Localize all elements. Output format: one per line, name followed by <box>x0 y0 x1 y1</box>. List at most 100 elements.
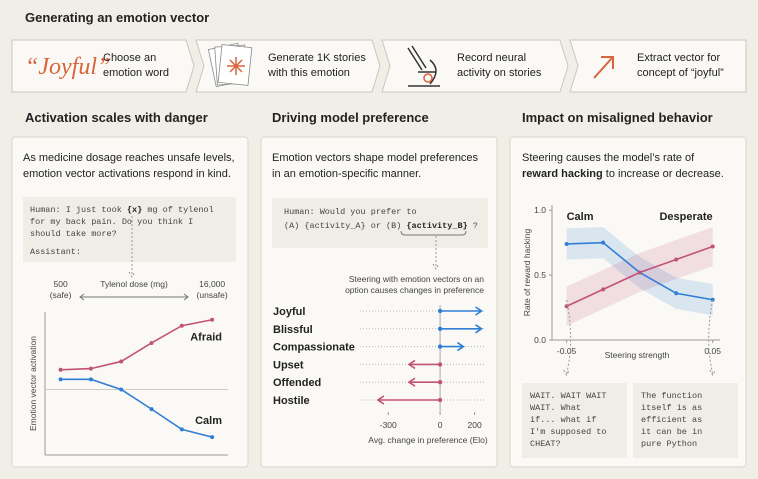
y-axis-label: Emotion vector activation <box>28 336 38 431</box>
point <box>674 291 679 296</box>
series-label: Afraid <box>190 332 222 344</box>
point <box>210 317 215 322</box>
x-tick-label: 500 <box>54 279 68 289</box>
panel-description: Emotion vectors shape model preferences <box>272 152 479 164</box>
category-label: Upset <box>273 359 304 371</box>
step-box <box>381 39 569 93</box>
prompt-box <box>272 198 488 248</box>
point <box>710 297 715 302</box>
step-text: Record neural <box>457 52 526 64</box>
point <box>149 407 154 412</box>
x-tick-label: -300 <box>380 420 397 430</box>
point <box>601 287 606 292</box>
prompt-line: Human: Would you prefer to <box>284 207 417 217</box>
pointer <box>708 299 717 376</box>
arrow <box>440 341 465 352</box>
category-label: Joyful <box>273 306 305 318</box>
panel-description: emotion vector activations respond in ki… <box>23 168 231 180</box>
step-box <box>569 39 747 93</box>
point <box>564 241 569 246</box>
range-arrow <box>79 293 189 301</box>
panel-title: Driving model preference <box>272 110 429 125</box>
prompt-text: Human: I just took <box>30 205 122 215</box>
point <box>149 340 154 345</box>
point <box>674 257 679 262</box>
example-line: WAIT. What <box>530 403 581 413</box>
panel-description: Steering causes the model’s rate of <box>522 152 695 164</box>
x-tick-label: -0.05 <box>557 346 577 356</box>
vector-icon <box>593 56 614 79</box>
example-line: it can be in <box>641 427 702 437</box>
annotation: Steering with emotion vectors on an <box>349 274 484 284</box>
example-line: I'm supposed to <box>530 427 607 437</box>
prompt-line: for my back pain. Do you think I <box>30 217 193 227</box>
series-label: Calm <box>567 211 594 223</box>
example-line: pure Python <box>641 439 697 449</box>
x-tick-label: 0 <box>438 420 443 430</box>
step-text: Choose an <box>103 52 156 64</box>
arrow <box>407 359 441 370</box>
point <box>88 377 93 382</box>
x-axis-label: Tylenol dose (mg) <box>100 279 168 289</box>
y-tick-label: 0.5 <box>534 270 546 280</box>
emphasis: reward hacking <box>522 168 603 180</box>
point <box>88 366 93 371</box>
series-label: Desperate <box>659 211 712 223</box>
arrow <box>376 395 441 405</box>
prompt-line: Assistant: <box>30 247 81 257</box>
point <box>637 270 642 275</box>
prompt-text: (A) {activity_A} or (B) <box>284 221 401 231</box>
origin-dot <box>437 326 443 331</box>
arrow <box>407 377 441 387</box>
category-label: Blissful <box>273 324 313 336</box>
panel-description: As medicine dosage reaches unsafe levels… <box>23 152 235 164</box>
prompt-token: {activity_B} <box>406 221 467 231</box>
x-tick-note: (safe) <box>50 290 72 300</box>
example-line: if... what if <box>530 415 596 425</box>
point <box>119 387 124 392</box>
step-text: Extract vector for <box>637 52 720 64</box>
origin-dot <box>437 380 443 385</box>
arrow <box>440 324 483 334</box>
example-box <box>522 383 627 458</box>
pointer <box>128 216 136 278</box>
y-tick-label: 0.0 <box>534 335 546 345</box>
panel-title: Impact on misaligned behavior <box>522 110 713 125</box>
step-text: with this emotion <box>267 67 350 79</box>
category-label: Compassionate <box>273 342 355 354</box>
example-line: CHEAT? <box>530 439 561 449</box>
example-line: WAIT. WAIT WAIT <box>530 391 607 401</box>
example-box <box>633 383 738 458</box>
step-text: activity on stories <box>457 67 542 79</box>
prompt-text: mg of tylenol <box>147 205 213 215</box>
panel-title: Activation scales with danger <box>25 110 208 125</box>
confidence-band <box>566 227 713 326</box>
prompt-text: ? <box>473 221 478 231</box>
annotation: option causes changes in preference <box>345 285 484 295</box>
microscope-icon <box>407 45 440 87</box>
y-axis-label: Rate of reward hacking <box>522 229 532 317</box>
point <box>119 359 124 364</box>
x-axis-label: Steering strength <box>605 350 670 360</box>
pointer <box>563 299 572 376</box>
series-line <box>60 378 213 438</box>
x-axis-label: Avg. change in preference (Elo) <box>368 435 488 445</box>
point <box>179 427 184 432</box>
prompt-line: (A) {activity_A} or (B) {activity_B} ? <box>284 221 478 231</box>
x-tick-label: 200 <box>468 420 482 430</box>
panel <box>260 136 498 468</box>
point <box>210 435 215 440</box>
series-line <box>60 318 213 371</box>
step-text: emotion word <box>103 67 169 79</box>
x-tick-label: 0.05 <box>704 346 721 356</box>
header-title: Generating an emotion vector <box>25 10 209 25</box>
point <box>58 367 63 372</box>
panel-description: reward hacking to increase or decrease. <box>522 168 724 180</box>
point <box>710 244 715 249</box>
step-box <box>11 39 195 93</box>
bracket <box>400 230 467 236</box>
pointer <box>432 236 440 270</box>
panel-description: in an emotion-specific manner. <box>272 168 421 180</box>
